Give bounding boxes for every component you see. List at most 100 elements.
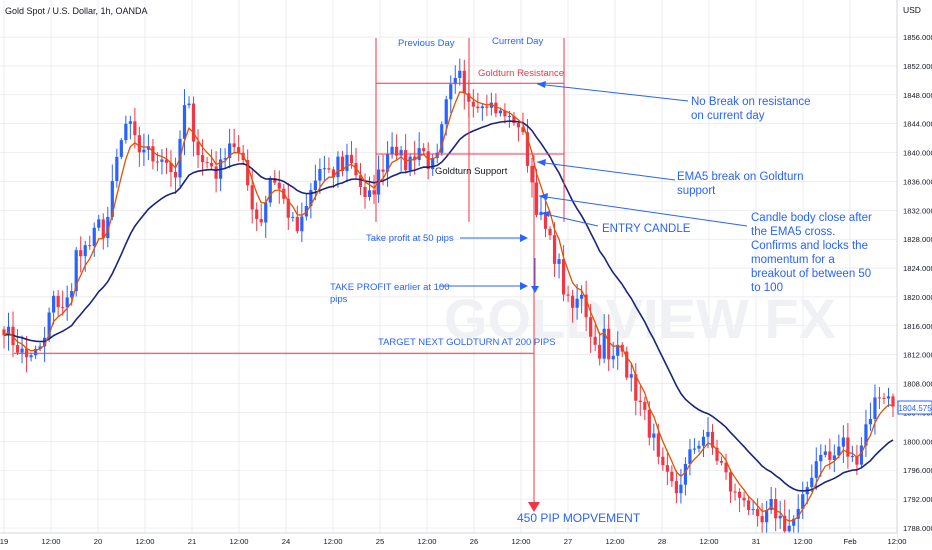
- candle-body: [160, 159, 164, 162]
- candle-body: [169, 162, 173, 172]
- candle-body: [119, 140, 123, 157]
- time-tick-label: 12:00: [605, 537, 624, 546]
- candle-body: [552, 235, 557, 264]
- tp100-arrowhead: [520, 282, 528, 290]
- candle-body: [255, 209, 259, 220]
- tp50-label: Take profit at 50 pips: [366, 233, 454, 244]
- candle-body: [801, 494, 805, 509]
- candle-body: [431, 157, 435, 170]
- time-tick-label: 21: [188, 537, 196, 546]
- candle-body: [52, 295, 56, 313]
- no-break-arrow-line: [536, 83, 689, 102]
- candle-body: [322, 168, 327, 170]
- candle-body: [485, 106, 489, 108]
- candle-body: [70, 291, 74, 298]
- candle-body: [164, 159, 169, 163]
- no-break-label-line1: No Break on resistance: [691, 96, 811, 108]
- time-tick-label: 12:00: [135, 537, 154, 546]
- candle-body: [877, 397, 882, 399]
- time-tick-label: 12:00: [41, 537, 60, 546]
- candle-body: [841, 437, 845, 447]
- candle-body: [449, 84, 453, 100]
- candle-body: [661, 456, 665, 466]
- candle-body: [724, 462, 728, 473]
- annotation-lines-red: [14, 38, 565, 512]
- candle-body: [331, 169, 336, 178]
- candle-body: [273, 177, 277, 183]
- price-tick-label: 1792.000: [903, 495, 932, 504]
- candle-body: [616, 344, 620, 356]
- candle-body: [823, 451, 827, 455]
- candle-body: [476, 106, 480, 109]
- candle-body: [886, 396, 891, 399]
- candle-body: [882, 397, 886, 399]
- candle-body: [674, 481, 678, 494]
- price-tick-label: 1848.000: [903, 91, 932, 100]
- candle-body: [367, 190, 372, 198]
- price-tick-label: 1824.000: [903, 264, 932, 273]
- candle-body: [327, 168, 331, 170]
- candle-body: [810, 477, 814, 488]
- candle-body: [679, 484, 683, 494]
- tp100-down-arrowhead: [531, 286, 539, 293]
- candle-body: [250, 185, 254, 210]
- price-tick-label: 1852.000: [903, 62, 932, 71]
- candle-body: [404, 150, 408, 171]
- candle-body: [65, 297, 69, 308]
- time-tick-label: 31: [752, 537, 760, 546]
- movement-arrowhead: [528, 502, 540, 512]
- candle-body: [607, 328, 611, 360]
- candle-body: [6, 326, 11, 336]
- price-tick-label: 1820.000: [903, 293, 932, 302]
- candle-body: [692, 448, 697, 450]
- candle-body: [828, 451, 832, 460]
- price-axis-background: [897, 0, 932, 550]
- candle-body: [593, 336, 597, 345]
- time-axis[interactable]: 19 12:00 20 12:00 21 12:00 24 12:00 25 12:00 26 12:…: [0, 537, 907, 546]
- candle-body: [719, 460, 724, 463]
- candle-body: [124, 123, 128, 141]
- candle-body: [489, 102, 493, 108]
- candle-body: [340, 156, 345, 172]
- candle-body: [128, 121, 132, 124]
- candle-body: [697, 445, 701, 449]
- candle-body: [291, 216, 295, 218]
- candle-body: [688, 449, 692, 464]
- tp50-arrowhead: [520, 234, 528, 242]
- candle-body: [372, 190, 376, 195]
- entry-candle-label: ENTRY CANDLE: [602, 223, 691, 235]
- candle-body: [237, 147, 241, 153]
- ema-fast-line: [3, 91, 894, 522]
- candle-body: [313, 180, 317, 191]
- candle-body: [200, 155, 205, 163]
- candle-body: [656, 433, 660, 457]
- ema5-label-line2: support: [677, 185, 716, 197]
- candle-body: [83, 245, 87, 257]
- time-tick-label: 19: [0, 537, 8, 546]
- candle-body: [634, 374, 638, 401]
- candle-body: [336, 156, 340, 178]
- price-tick-label: 1808.000: [903, 380, 932, 389]
- candle-body: [408, 156, 412, 171]
- entry-arrow-line: [540, 212, 599, 227]
- candle-body: [444, 99, 448, 125]
- candle-body: [819, 454, 823, 462]
- price-tick-label: 1812.000: [903, 351, 932, 360]
- candle-body: [746, 500, 751, 511]
- current-price-tag: [897, 400, 932, 415]
- candle-body: [891, 396, 895, 407]
- candle-body: [223, 158, 227, 160]
- candle-body: [232, 143, 236, 148]
- price-axis[interactable]: 1788.0001792.0001796.0001800.0001804.000…: [903, 33, 932, 533]
- candle-body: [715, 447, 719, 461]
- candle-body: [765, 510, 769, 523]
- candle-body: [101, 219, 105, 239]
- candle-body: [300, 216, 304, 232]
- time-axis-background: [0, 533, 897, 550]
- candle-body: [525, 132, 530, 166]
- candle-body: [422, 148, 426, 152]
- candle-body: [530, 165, 534, 183]
- candle-body: [706, 431, 710, 437]
- candle-body: [79, 250, 83, 257]
